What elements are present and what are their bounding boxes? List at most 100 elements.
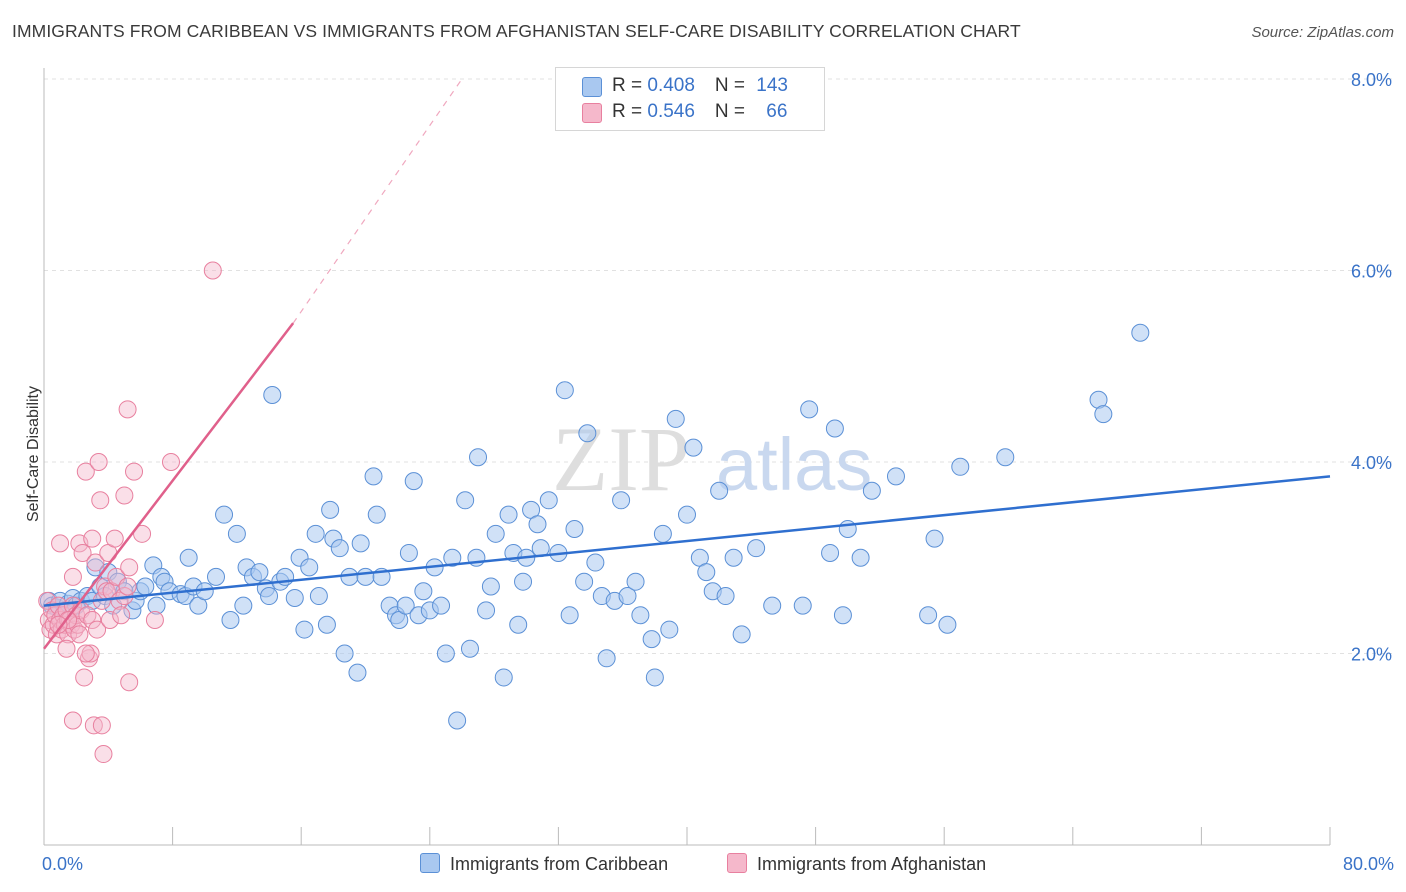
caribbean-point <box>364 467 383 486</box>
caribbean-point <box>747 539 766 558</box>
caribbean-point <box>597 649 616 668</box>
legend-n-label: N = <box>714 101 751 122</box>
stats-legend: R = 0.408 N = 143 R = 0.546 N = 66 <box>555 67 825 131</box>
caribbean-point <box>565 520 584 539</box>
legend-n-value: 143 <box>756 75 788 96</box>
caribbean-point <box>645 668 664 687</box>
caribbean-point <box>317 615 336 634</box>
caribbean-point <box>825 419 844 438</box>
afghanistan-point <box>76 644 95 663</box>
caribbean-point <box>227 524 246 543</box>
legend-swatch-afghanistan <box>582 103 602 123</box>
caribbean-point <box>306 524 325 543</box>
caribbean-point <box>469 448 488 467</box>
caribbean-point <box>136 577 155 596</box>
caribbean-point <box>321 500 340 519</box>
legend-r-label: R = <box>612 75 648 96</box>
caribbean-point <box>716 587 735 606</box>
caribbean-point <box>578 424 597 443</box>
caribbean-point <box>396 596 415 615</box>
caribbean-point <box>732 625 751 644</box>
caribbean-point <box>432 596 451 615</box>
caribbean-point <box>348 663 367 682</box>
caribbean-point <box>919 606 938 625</box>
legend-label-caribbean: Immigrants from Caribbean <box>450 854 669 874</box>
afghanistan-point <box>73 543 92 562</box>
afghanistan-trend-line <box>43 322 295 650</box>
caribbean-point <box>626 572 645 591</box>
afghanistan-point <box>120 558 139 577</box>
caribbean-point <box>356 567 375 586</box>
caribbean-point <box>477 601 496 620</box>
afghanistan-point <box>125 462 144 481</box>
legend-row-caribbean: R = 0.408 N = 143 <box>612 75 788 99</box>
caribbean-point <box>763 596 782 615</box>
caribbean-point <box>414 582 433 601</box>
caribbean-point <box>486 524 505 543</box>
caribbean-point <box>221 610 240 629</box>
chart-title: IMMIGRANTS FROM CARIBBEAN VS IMMIGRANTS … <box>12 21 1021 41</box>
legend-n-value: 66 <box>766 101 788 122</box>
caribbean-point <box>330 539 349 558</box>
caribbean-point <box>263 385 282 404</box>
afghanistan-trend-extension <box>292 78 463 324</box>
afghanistan-point <box>57 639 76 658</box>
caribbean-point <box>724 548 743 567</box>
afghanistan-point <box>63 711 82 730</box>
caribbean-point <box>618 587 637 606</box>
caribbean-point <box>833 606 852 625</box>
caribbean-point <box>147 596 166 615</box>
caribbean-point <box>499 505 518 524</box>
caribbean-point <box>586 553 605 572</box>
legend-r-value: 0.408 <box>647 75 695 96</box>
caribbean-point <box>1131 323 1150 342</box>
afghanistan-point <box>63 567 82 586</box>
caribbean-trend-line <box>43 475 1331 607</box>
caribbean-point <box>555 381 574 400</box>
watermark-atlas: atlas <box>716 423 872 506</box>
afghanistan-point <box>161 453 180 471</box>
afghanistan-point <box>133 524 152 543</box>
afghanistan-point <box>78 606 97 625</box>
legend-swatch-caribbean <box>582 77 602 97</box>
caribbean-point <box>666 409 685 428</box>
afghanistan-point <box>118 400 137 419</box>
afghanistan-point <box>145 610 164 629</box>
caribbean-point <box>340 567 359 586</box>
caribbean-point <box>612 491 631 510</box>
caribbean-point <box>367 505 386 524</box>
afghanistan-point <box>105 529 124 548</box>
caribbean-point <box>697 563 716 582</box>
afghanistan-point <box>49 615 68 634</box>
afghanistan-point <box>120 673 139 692</box>
afghanistan-points <box>38 261 222 764</box>
caribbean-point <box>925 529 944 548</box>
afghanistan-point <box>81 644 100 663</box>
afghanistan-point <box>68 615 87 634</box>
caribbean-point <box>528 515 547 534</box>
caribbean-point <box>250 563 269 582</box>
caribbean-point <box>436 644 455 663</box>
source-credit: Source: ZipAtlas.com <box>1251 24 1394 41</box>
caribbean-point <box>821 543 840 562</box>
caribbean-point <box>560 606 579 625</box>
caribbean-point <box>481 577 500 596</box>
x-tick-label-max: 80.0% <box>1343 854 1394 874</box>
legend-item-afghanistan[interactable]: Immigrants from Afghanistan <box>727 853 986 877</box>
caribbean-point <box>285 588 304 607</box>
caribbean-point <box>1094 405 1113 424</box>
trend-lines <box>43 78 1331 650</box>
afghanistan-point <box>51 534 70 553</box>
legend-item-caribbean[interactable]: Immigrants from Caribbean <box>420 853 668 877</box>
caribbean-point <box>851 548 870 567</box>
caribbean-point <box>886 467 905 486</box>
caribbean-point <box>631 606 650 625</box>
afghanistan-point <box>115 486 134 505</box>
caribbean-point <box>234 596 253 615</box>
afghanistan-point <box>88 620 107 639</box>
caribbean-point <box>862 481 881 500</box>
caribbean-point <box>448 711 467 730</box>
caribbean-point <box>938 615 957 634</box>
afghanistan-point <box>86 553 105 572</box>
